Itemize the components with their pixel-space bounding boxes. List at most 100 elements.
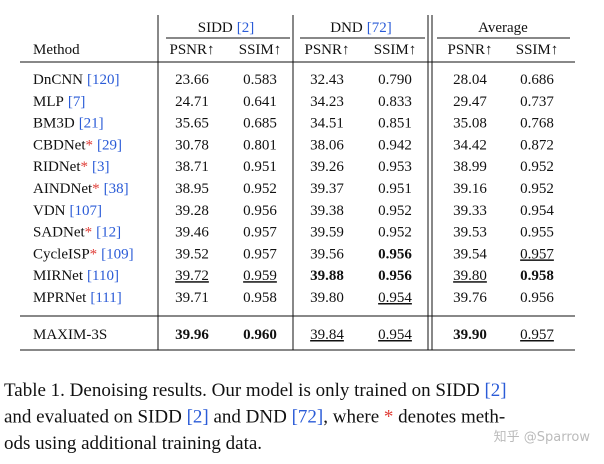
cell: 0.954 (520, 203, 554, 219)
citation: [107] (70, 203, 103, 219)
cell: 39.54 (453, 246, 487, 262)
method-name: BM3D [21] (33, 116, 104, 132)
caption-line: and evaluated on SIDD [2] and DND [72], … (4, 407, 505, 428)
method: DnCNN (33, 72, 83, 88)
cell: 0.954 (378, 327, 412, 343)
cell: 0.958 (243, 290, 277, 306)
group-name: SIDD (198, 20, 233, 36)
group-name: DND (330, 20, 363, 36)
group-header: DND [72] (330, 20, 392, 36)
method-name: AINDNet* [38] (33, 181, 129, 197)
caption-line: ods using additional training data. (4, 433, 262, 454)
cell: 39.88 (310, 268, 344, 284)
cell: 24.71 (175, 94, 209, 110)
method-name: DnCNN [120] (33, 72, 120, 88)
cell: 0.951 (243, 159, 277, 175)
caption-line: Table 1. Denoising results. Our model is… (4, 380, 507, 401)
metric-header: SSIM↑ (516, 42, 559, 58)
cell: 0.952 (520, 181, 554, 197)
cell: 0.583 (243, 72, 277, 88)
cell: 39.52 (175, 246, 209, 262)
cell: 0.942 (378, 137, 412, 153)
caption-segment: , where (323, 407, 384, 428)
cell: 0.957 (243, 225, 277, 241)
method: MLP (33, 94, 64, 110)
cell: 39.76 (453, 290, 487, 306)
method: MAXIM-3S (33, 327, 107, 343)
caption-segment: and DND (209, 407, 292, 428)
cell: 0.952 (378, 225, 412, 241)
cell: 35.65 (175, 116, 209, 132)
method: AINDNet (33, 181, 93, 197)
cell: 38.71 (175, 159, 209, 175)
cell: 0.956 (378, 268, 412, 284)
citation: [2] (237, 20, 255, 36)
method: VDN (33, 203, 66, 219)
cell: 0.955 (520, 225, 554, 241)
cell: 0.957 (520, 327, 554, 343)
caption-segment: * (384, 407, 394, 428)
cell: 38.06 (310, 137, 344, 153)
cell: 34.23 (310, 94, 344, 110)
method: CycleISP (33, 246, 90, 262)
citation: [120] (87, 72, 120, 88)
method-name: RIDNet* [3] (33, 159, 110, 175)
method-name: VDN [107] (33, 203, 102, 219)
cell: 0.956 (243, 203, 277, 219)
citation: [29] (97, 137, 122, 153)
cell: 39.59 (310, 225, 344, 241)
cell: 38.99 (453, 159, 487, 175)
citation: [3] (92, 159, 110, 175)
asterisk: * (90, 246, 98, 262)
cell: 23.66 (175, 72, 209, 88)
cell: 0.956 (378, 246, 412, 262)
group-name: Average (478, 20, 528, 36)
cell: 39.16 (453, 181, 487, 197)
method: MIRNet (33, 268, 84, 284)
metric-header: PSNR↑ (447, 42, 492, 58)
cell: 32.43 (310, 72, 344, 88)
method: MPRNet (33, 290, 87, 306)
cell: 35.08 (453, 116, 487, 132)
metric-header: SSIM↑ (239, 42, 282, 58)
metric-header: PSNR↑ (304, 42, 349, 58)
method: RIDNet (33, 159, 81, 175)
caption-segment: denotes meth- (393, 407, 505, 428)
cell: 0.790 (378, 72, 412, 88)
caption-segment: ods using additional training data. (4, 433, 262, 454)
cell: 0.951 (378, 181, 412, 197)
caption-segment: and evaluated on SIDD (4, 407, 187, 428)
method-header: Method (33, 42, 80, 58)
cell: 0.958 (520, 268, 554, 284)
cell: 0.737 (520, 94, 554, 110)
caption-segment: [2] (484, 380, 506, 401)
cell: 0.872 (520, 137, 554, 153)
method: CBDNet (33, 137, 86, 153)
cell: 28.04 (453, 72, 487, 88)
cell: 29.47 (453, 94, 487, 110)
cell: 0.851 (378, 116, 412, 132)
cell: 0.952 (243, 181, 277, 197)
caption-segment: Table 1. Denoising results. Our model is… (4, 380, 484, 401)
citation: [109] (101, 246, 134, 262)
cell: 39.80 (453, 268, 487, 284)
cell: 39.37 (310, 181, 344, 197)
cell: 39.90 (453, 327, 487, 343)
cell: 39.28 (175, 203, 209, 219)
cell: 30.78 (175, 137, 209, 153)
asterisk: * (81, 159, 89, 175)
citation: [21] (79, 116, 104, 132)
citation: [72] (367, 20, 392, 36)
method-name: CycleISP* [109] (33, 246, 134, 262)
cell: 39.56 (310, 246, 344, 262)
method: SADNet (33, 225, 85, 241)
cell: 39.84 (310, 327, 344, 343)
method-name: SADNet* [12] (33, 225, 121, 241)
cell: 0.957 (520, 246, 554, 262)
cell: 34.42 (453, 137, 487, 153)
cell: 0.959 (243, 268, 277, 284)
cell: 0.953 (378, 159, 412, 175)
cell: 0.952 (520, 159, 554, 175)
method-name: MLP [7] (33, 94, 85, 110)
